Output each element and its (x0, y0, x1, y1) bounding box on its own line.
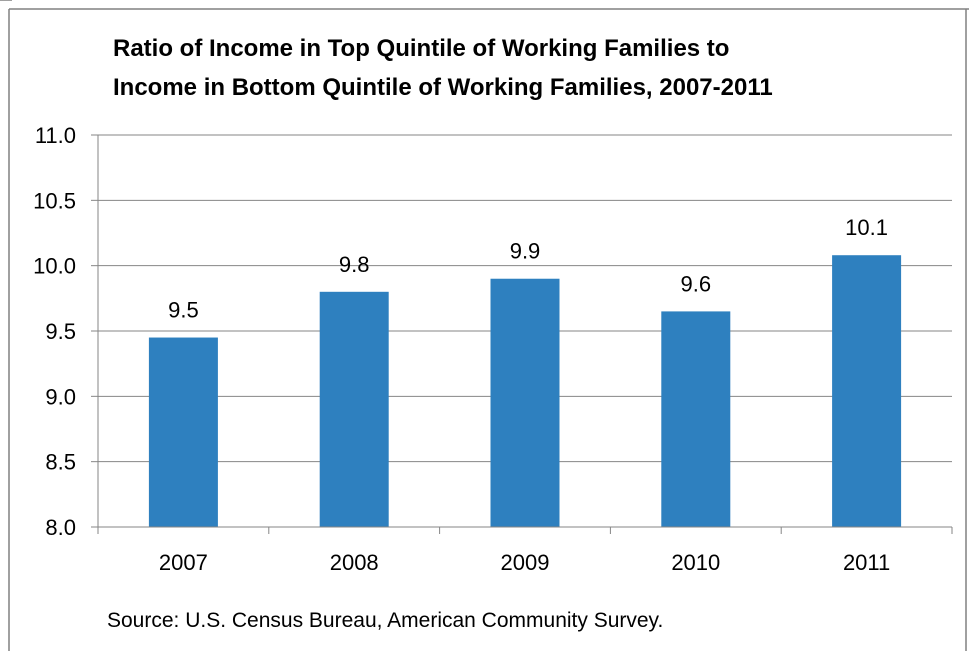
y-tick-label: 8.0 (45, 515, 76, 540)
y-tick-label: 9.0 (45, 384, 76, 409)
chart-title-line-2: Income in Bottom Quintile of Working Fam… (113, 74, 773, 101)
y-tick-label: 10.5 (33, 188, 76, 213)
data-label-2010: 9.6 (681, 271, 712, 296)
x-tick-label-2009: 2009 (501, 550, 550, 575)
x-tick-label-2010: 2010 (671, 550, 720, 575)
x-axis-tick-labels: 2007 2008 2009 2010 2011 (159, 550, 890, 575)
bar-2008 (319, 291, 389, 527)
y-tick-label: 11.0 (35, 123, 76, 148)
data-label-2011: 10.1 (845, 215, 888, 240)
bar-2007 (148, 337, 218, 527)
bar-2010 (661, 311, 731, 527)
chart-title-line-1: Ratio of Income in Top Quintile of Worki… (113, 35, 729, 62)
y-tick-label: 9.5 (45, 319, 76, 344)
x-tick-label-2008: 2008 (330, 550, 379, 575)
data-label-2009: 9.9 (510, 239, 541, 264)
y-axis-tick-labels: 8.0 8.5 9.0 9.5 10.0 10.5 11.0 (33, 123, 76, 540)
data-label-2007: 9.5 (168, 298, 199, 323)
bars (148, 255, 902, 528)
source-note: Source: U.S. Census Bureau, American Com… (107, 609, 663, 632)
x-axis (97, 135, 953, 534)
bar-2011 (832, 255, 902, 528)
data-label-2008: 9.8 (339, 252, 370, 277)
bar-2009 (490, 278, 560, 527)
data-labels: 9.5 9.8 9.9 9.6 10.1 (168, 215, 888, 322)
y-tick-label: 10.0 (33, 254, 76, 279)
y-tick-label: 8.5 (45, 450, 76, 475)
x-tick-label-2011: 2011 (843, 550, 890, 575)
x-tick-label-2007: 2007 (159, 550, 208, 575)
